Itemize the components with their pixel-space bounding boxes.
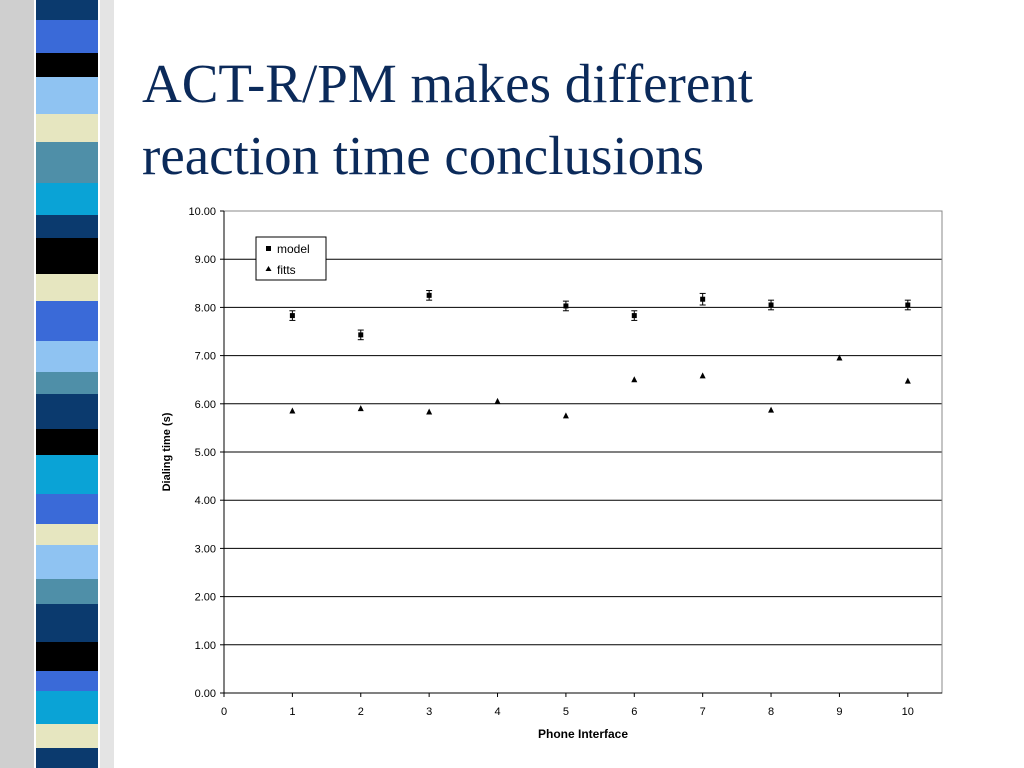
y-axis-label: Dialing time (s) <box>161 412 173 491</box>
banner-stripe <box>36 142 98 184</box>
y-tick-label: 9.00 <box>195 254 216 266</box>
point-model <box>768 302 774 308</box>
x-tick-label: 10 <box>902 706 914 718</box>
point-fitts <box>836 354 843 361</box>
banner-stripe <box>36 494 98 525</box>
x-tick-label: 0 <box>221 706 227 718</box>
banner-stripe <box>36 372 98 395</box>
point-fitts <box>494 397 501 404</box>
legend-fitts-marker <box>265 266 272 271</box>
point-fitts <box>289 407 296 414</box>
legend-box <box>255 236 327 281</box>
legend: model fitts <box>255 236 327 281</box>
x-tick-label: 4 <box>494 706 500 718</box>
legend-model-label: model <box>277 242 310 256</box>
point-fitts <box>426 408 433 415</box>
banner-stripe <box>36 53 98 78</box>
point-model <box>289 313 295 319</box>
x-tick-label: 1 <box>289 706 295 718</box>
x-tick-label: 8 <box>768 706 774 718</box>
point-model <box>358 332 364 338</box>
point-fitts <box>699 372 706 379</box>
dialing-time-chart: 0.00 1.00 2.00 3.00 4.00 5.00 6.00 7.00 8.00 9.00… <box>161 206 943 741</box>
legend-model-marker <box>266 246 271 251</box>
banner-stripe <box>36 114 98 143</box>
slide-title: ACT-R/PM makes different reaction time c… <box>142 48 1002 192</box>
banner-stripe <box>36 455 98 495</box>
legend-fitts-label: fitts <box>277 263 296 277</box>
y-tick-label: 3.00 <box>195 543 216 555</box>
x-tick-label: 5 <box>563 706 569 718</box>
point-model <box>631 313 637 319</box>
slide-title-line-2: reaction time conclusions <box>142 125 705 186</box>
banner-stripe <box>36 671 98 692</box>
y-tick-label: 5.00 <box>195 447 216 459</box>
x-tick-label: 6 <box>631 706 637 718</box>
banner-stripe <box>36 183 98 216</box>
banner-stripe <box>36 691 98 725</box>
banner-stripe <box>36 579 98 605</box>
banner-stripe <box>36 0 98 21</box>
y-tick-label: 4.00 <box>195 495 216 507</box>
banner-stripe <box>36 301 98 342</box>
point-fitts <box>631 376 638 383</box>
point-fitts <box>904 377 911 384</box>
slide-title-line-1: ACT-R/PM makes different <box>142 53 754 114</box>
banner-stripe <box>36 724 98 749</box>
y-tick-label: 2.00 <box>195 592 216 604</box>
x-tick-label: 3 <box>426 706 432 718</box>
point-model <box>563 303 569 309</box>
y-tick-label: 6.00 <box>195 399 216 411</box>
x-tick-label: 9 <box>836 706 842 718</box>
banner-stripe <box>36 215 98 239</box>
point-model <box>700 296 706 302</box>
banner-stripe <box>36 77 98 115</box>
y-tick-label: 1.00 <box>195 640 216 652</box>
banner-stripe <box>36 394 98 430</box>
x-tick-label: 7 <box>700 706 706 718</box>
x-tick-label: 2 <box>358 706 364 718</box>
banner-stripe <box>36 238 98 275</box>
point-fitts <box>357 405 364 412</box>
banner-stripe <box>36 604 98 643</box>
point-fitts <box>562 412 569 419</box>
point-model <box>905 302 911 308</box>
banner-stripe <box>36 524 98 546</box>
decorative-left-banner <box>0 0 120 768</box>
banner-stripe <box>36 341 98 373</box>
point-model <box>426 292 432 298</box>
y-tick-label: 0.00 <box>195 688 216 700</box>
banner-stripe <box>36 429 98 456</box>
banner-stripe <box>36 748 98 768</box>
banner-stripe <box>36 274 98 302</box>
y-tick-label: 7.00 <box>195 351 216 363</box>
point-fitts <box>768 406 775 413</box>
x-axis-label: Phone Interface <box>538 727 628 741</box>
y-tick-label: 8.00 <box>195 302 216 314</box>
banner-stripe <box>36 642 98 672</box>
banner-stripe <box>36 20 98 54</box>
y-tick-label: 10.00 <box>188 206 216 218</box>
banner-stripe <box>36 545 98 580</box>
